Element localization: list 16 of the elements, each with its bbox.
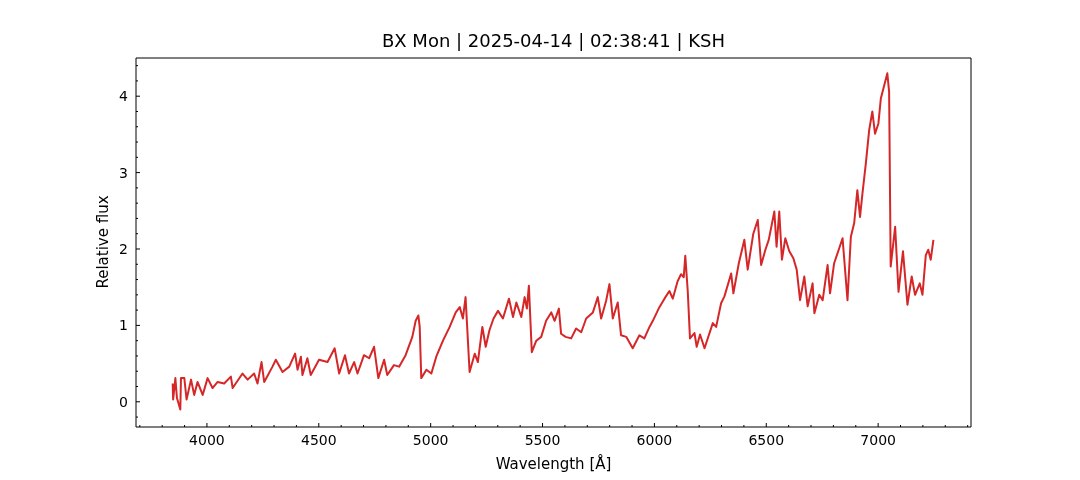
x-axis-title: Wavelength [Å] (494, 455, 613, 473)
x-tick-label: 7000 (860, 432, 896, 448)
y-tick-label: 2 (119, 240, 128, 257)
line-series (171, 72, 935, 411)
x-tick-label: 4500 (300, 432, 337, 448)
x-tick-label: 6500 (748, 432, 785, 448)
y-tick-label: 4 (119, 88, 129, 105)
chart-title: BX Mon | 2025-04-14 | 02:38:41 | KSH (380, 30, 727, 51)
x-tick-label: 5000 (412, 432, 449, 448)
x-tick-label: 4000 (189, 432, 225, 448)
x-tick-label: 5500 (524, 432, 561, 448)
x-tick-label: 6000 (636, 432, 673, 448)
y-tick-label: 0 (119, 393, 128, 410)
y-tick-label: 3 (119, 164, 128, 181)
y-tick-label: 1 (119, 317, 128, 334)
y-axis-title: Relative flux (94, 195, 112, 289)
